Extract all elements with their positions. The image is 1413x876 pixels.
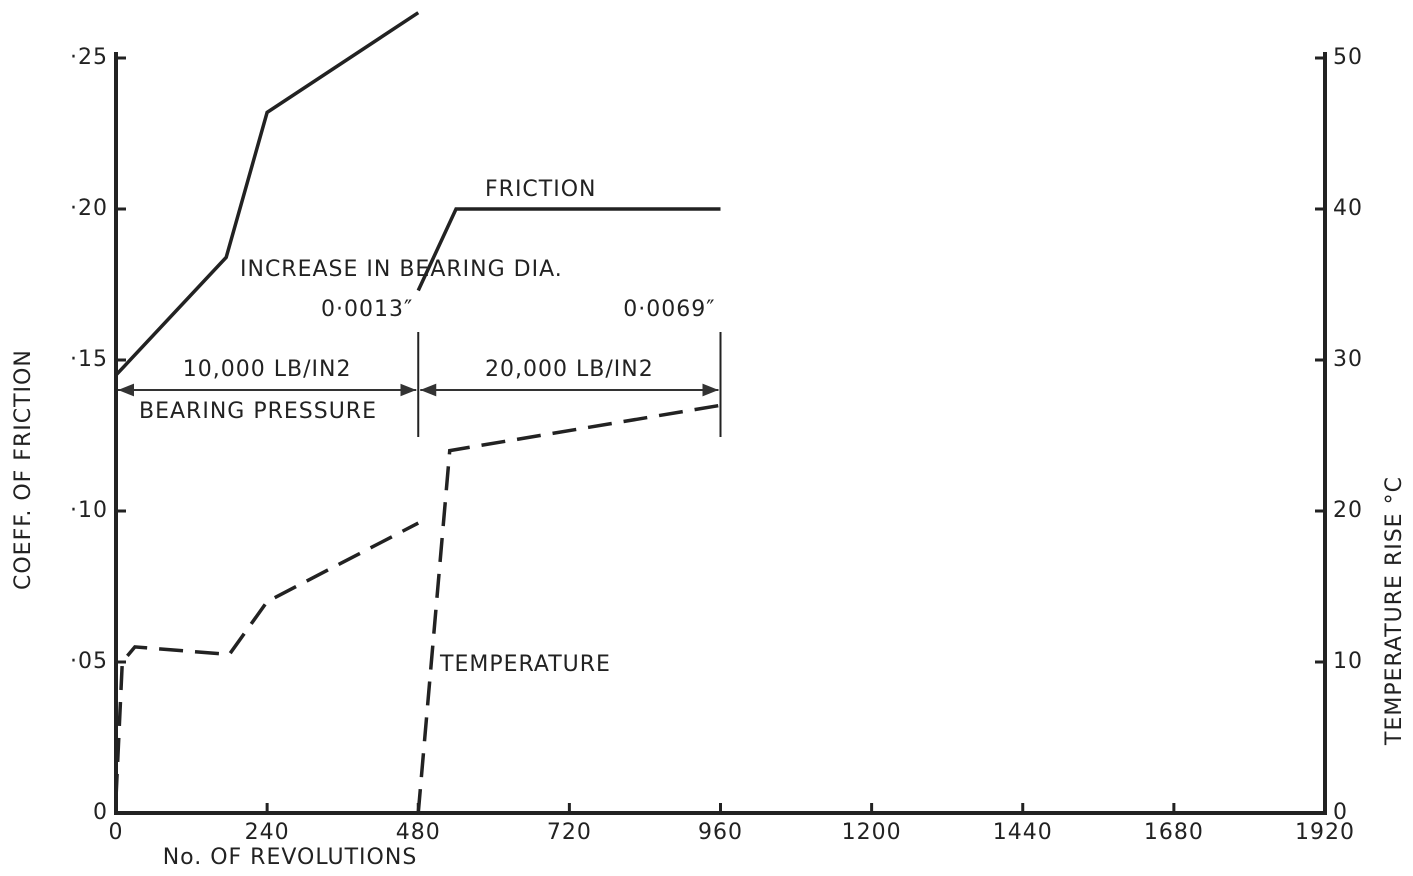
annotation: BEARING PRESSURE (139, 399, 377, 424)
temperature-line (114, 403, 721, 814)
y-tick-label: ·10 (70, 498, 108, 523)
y2-tick-label: 10 (1333, 649, 1363, 674)
x-tick-label: 960 (698, 820, 743, 845)
y2-tick-label: 40 (1333, 196, 1363, 221)
x-tick-label: 0 (109, 820, 124, 845)
series-label: FRICTION (485, 177, 597, 202)
annotation: INCREASE IN BEARING DIA. (240, 257, 563, 282)
y2-tick-label: 20 (1333, 498, 1363, 523)
series-label: TEMPERATURE (439, 652, 611, 677)
diameter-label: 0·0069″ (623, 297, 715, 322)
diameter-label: 0·0013″ (321, 297, 413, 322)
friction-line (114, 11, 721, 377)
pressure-label: 20,000 LB/IN2 (485, 357, 654, 382)
x-tick-label: 1440 (993, 820, 1053, 845)
y2-tick-label: 50 (1333, 45, 1363, 70)
pressure-label: 10,000 LB/IN2 (183, 357, 352, 382)
y-tick-label: ·25 (70, 45, 108, 70)
y-tick-label: ·05 (70, 649, 108, 674)
y-tick-label: ·15 (70, 347, 108, 372)
x-tick-label: 240 (245, 820, 290, 845)
y-tick-label: ·20 (70, 196, 108, 221)
y2-tick-label: 30 (1333, 347, 1363, 372)
y2-axis-label: TEMPERATURE RISE °C (1382, 476, 1407, 746)
x-tick-label: 720 (547, 820, 592, 845)
y2-tick-label: 0 (1333, 800, 1348, 825)
x-tick-label: 480 (396, 820, 441, 845)
x-axis-label: No. OF REVOLUTIONS (163, 845, 418, 870)
y-tick-label: 0 (93, 800, 108, 825)
x-tick-label: 1920 (1295, 820, 1355, 845)
x-tick-label: 1680 (1144, 820, 1204, 845)
y-axis-label: COEFF. OF FRICTION (11, 349, 36, 590)
x-tick-label: 1200 (842, 820, 902, 845)
